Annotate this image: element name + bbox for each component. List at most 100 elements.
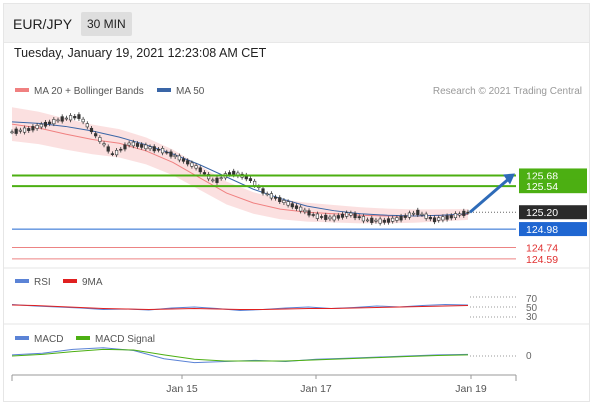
candle-body xyxy=(290,203,294,208)
candle-body xyxy=(412,212,416,215)
candle-body xyxy=(211,179,215,182)
candle-body xyxy=(64,117,68,120)
candle-body xyxy=(190,162,194,167)
candle-body xyxy=(336,215,340,219)
candle-body xyxy=(35,124,39,129)
candle-body xyxy=(27,128,31,131)
resistance-tag xyxy=(519,179,587,194)
candle-body xyxy=(391,217,395,222)
candle-body xyxy=(202,172,207,175)
candle-body xyxy=(248,178,253,181)
rsi-legend-swatch xyxy=(15,279,29,283)
candle-body xyxy=(219,177,223,179)
candle-body xyxy=(106,146,110,152)
last-price-tag xyxy=(519,205,587,220)
rsi-legend: RSI 9MA xyxy=(15,277,103,288)
macd-legend-label: MACD xyxy=(34,334,63,345)
ma20-legend-label: MA 20 + Bollinger Bands xyxy=(34,86,144,97)
candle-body xyxy=(232,170,236,176)
candle-body xyxy=(123,144,127,150)
candle-body xyxy=(98,137,102,142)
candle-body xyxy=(152,146,156,152)
candle-body xyxy=(94,133,98,137)
x-axis: Jan 15 Jan 17 Jan 19 xyxy=(166,375,487,395)
candle-body xyxy=(395,217,399,221)
timeframe-button[interactable]: 30 MIN xyxy=(81,12,132,36)
candle-body xyxy=(207,174,211,180)
candle-body xyxy=(102,143,106,146)
candle-body xyxy=(319,216,324,218)
candle-body xyxy=(357,216,361,219)
candle-body xyxy=(332,215,336,221)
rsi-plot-area xyxy=(11,296,516,318)
candle-body xyxy=(215,177,219,183)
candle-body xyxy=(177,155,181,161)
candle-body xyxy=(303,209,307,213)
candle-body xyxy=(345,212,349,217)
candle-body xyxy=(52,119,56,125)
candle-body xyxy=(416,209,420,216)
candle-body xyxy=(131,141,135,147)
price-legend: MA 20 + Bollinger Bands MA 50 Research ©… xyxy=(15,86,582,97)
candle-body xyxy=(14,128,18,134)
support-label: 124.74 xyxy=(526,242,558,254)
candle-body xyxy=(114,149,119,156)
x-axis-tick-label: Jan 17 xyxy=(300,383,332,395)
candle-body xyxy=(353,213,357,219)
candle-body xyxy=(449,215,453,219)
rsi-legend-label: RSI xyxy=(34,277,51,288)
candle-body xyxy=(165,151,169,154)
candle-body xyxy=(286,201,290,206)
candle-body xyxy=(186,160,190,165)
candle-body xyxy=(403,215,407,218)
candle-body xyxy=(140,144,144,148)
candle-body xyxy=(445,215,449,220)
candle-body xyxy=(466,211,470,214)
rsi-9ma-line xyxy=(11,304,469,311)
candle-body xyxy=(399,215,403,221)
macd-signal-line xyxy=(11,348,469,362)
candle-body xyxy=(161,148,165,154)
last-price-label: 125.20 xyxy=(526,207,558,219)
candle-body xyxy=(311,214,315,216)
ma50-legend-swatch xyxy=(157,88,171,92)
candle-body xyxy=(365,219,370,222)
candle-body xyxy=(273,196,278,199)
chart-header: EUR/JPY 30 MIN xyxy=(4,4,589,43)
candle-body xyxy=(374,219,378,222)
candle-body xyxy=(22,127,27,133)
resistance-tag xyxy=(519,168,587,183)
candle-body xyxy=(340,213,345,218)
candle-body xyxy=(31,126,35,131)
rsi-9ma-legend-label: 9MA xyxy=(82,277,103,288)
symbol-label: EUR/JPY xyxy=(13,16,73,32)
candle-body xyxy=(89,127,94,133)
support-label: 124.59 xyxy=(526,254,558,266)
candle-body xyxy=(148,146,152,150)
ma20-line xyxy=(11,123,469,217)
candle-body xyxy=(370,217,374,223)
candle-body xyxy=(110,153,115,155)
macd-line xyxy=(11,347,469,364)
candle-body xyxy=(437,217,441,221)
candle-body xyxy=(227,172,232,175)
candle-body xyxy=(294,205,299,209)
macd-zero-label: 0 xyxy=(526,351,532,362)
chart-frame: EUR/JPY 30 MIN Tuesday, January 19, 2021… xyxy=(3,3,590,402)
candle-body xyxy=(181,158,186,162)
x-axis-tick-label: Jan 19 xyxy=(455,383,487,395)
macd-plot-area xyxy=(11,347,516,364)
candle-body xyxy=(144,144,148,150)
candle-body xyxy=(169,151,173,157)
candle-body xyxy=(73,116,77,119)
candle-body xyxy=(386,218,391,223)
candle-body xyxy=(85,123,89,128)
candle-body xyxy=(43,121,48,127)
candle-body xyxy=(278,197,282,203)
candle-body xyxy=(420,213,424,216)
candle-body xyxy=(382,219,386,223)
candle-body xyxy=(424,213,428,219)
candle-body xyxy=(441,216,445,221)
macd-signal-legend-label: MACD Signal xyxy=(95,334,155,345)
candle-body xyxy=(299,206,303,212)
